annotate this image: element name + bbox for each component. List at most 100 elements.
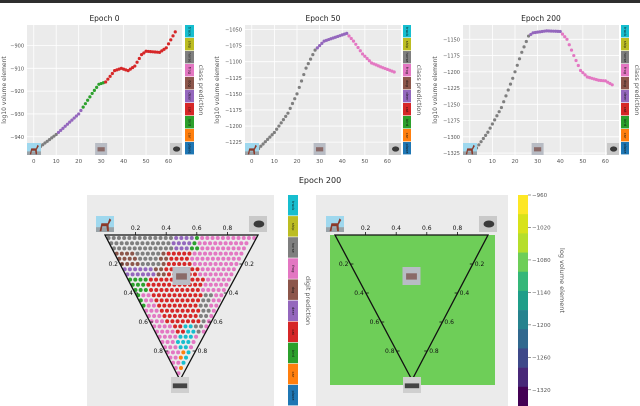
tick-label-right: 0.2 [475, 261, 485, 268]
grid-point-horse [151, 251, 156, 256]
grid-point-cat [162, 303, 167, 308]
grid-point-frog [203, 251, 208, 256]
grid-point-frog [209, 303, 214, 308]
grid-point-frog [206, 288, 211, 292]
grid-point-horse [158, 236, 163, 240]
grid-point-deer [189, 236, 194, 240]
y-tick-label: −1175 [443, 54, 460, 60]
grid-point-dog [156, 272, 161, 277]
data-point-horse [508, 82, 513, 86]
grid-point-dog [130, 262, 135, 266]
grid-point-frog [241, 236, 246, 240]
grid-point-frog [202, 241, 207, 246]
grid-point-dog [122, 256, 127, 261]
grid-point-horse [140, 241, 145, 246]
data-point-deer [547, 29, 551, 33]
grid-point-horse [127, 236, 132, 240]
data-point-frog [578, 68, 583, 73]
x-tick-label: 20 [512, 159, 519, 165]
grid-point-cat [180, 319, 185, 324]
y-tick-label: −1225 [225, 140, 242, 146]
grid-point-frog [231, 256, 236, 261]
grid-point-cat [169, 267, 174, 272]
colorbar-swatch-truck [621, 25, 629, 38]
grid-point-frog [226, 277, 231, 282]
grid-point-truck [183, 345, 188, 350]
grid-point-cat [191, 319, 196, 324]
colorbar-label-dog: dog [291, 287, 295, 294]
grid-point-dog [158, 256, 163, 261]
grid-point-frog [151, 303, 156, 308]
data-point-bird [81, 105, 85, 109]
grid-point-bird [194, 236, 199, 240]
grid-point-horse [150, 241, 155, 246]
colorbar-title: digit prediction [304, 276, 312, 325]
grid-point-cat [182, 293, 187, 298]
grid-point-truck [175, 340, 180, 344]
grid-point-truck [186, 340, 191, 344]
data-point-cat [104, 80, 108, 84]
x-tick-label: 60 [165, 159, 172, 165]
grid-point-horse [153, 236, 158, 240]
data-point-horse [488, 126, 492, 130]
grid-point-frog [215, 246, 220, 251]
colorbar-label-ship: ship [291, 223, 295, 231]
grid-point-dog [127, 256, 132, 261]
data-point-cat [164, 46, 168, 50]
grid-point-bird [135, 282, 140, 287]
grid-point-horse [201, 298, 206, 303]
grid-point-frog [226, 267, 231, 272]
grid-point-cat [164, 267, 169, 272]
grid-point-cat [177, 293, 182, 298]
data-point-horse [259, 144, 263, 148]
grid-point-cat [164, 298, 169, 303]
grid-point-horse [198, 303, 203, 308]
grid-point-frog [236, 236, 241, 240]
colorbar-band [518, 214, 528, 234]
data-point-horse [486, 130, 490, 134]
data-point-cat [108, 74, 112, 78]
grid-point-horse [117, 246, 122, 251]
data-point-frog [610, 83, 614, 87]
colorbar-tick-label: −1200 [532, 323, 551, 329]
grid-point-horse [140, 251, 145, 256]
data-point-horse [47, 138, 52, 142]
data-point-horse [526, 34, 531, 38]
grid-point-frog [215, 236, 220, 240]
colorbar-label-truck: truck [623, 27, 627, 37]
grid-point-horse [169, 246, 174, 251]
grid-point-frog [231, 246, 236, 251]
colorbar-band [518, 290, 528, 311]
grid-point-deer [135, 272, 140, 277]
data-point-frog [354, 42, 358, 46]
colorbar-swatch-dog [288, 279, 298, 300]
grid-point-cat [196, 298, 201, 303]
data-point-frog [347, 34, 351, 38]
data-point-cat [169, 38, 173, 42]
tick-label-top: 0.4 [161, 225, 171, 232]
grid-point-deer [133, 267, 138, 272]
grid-point-frog [213, 282, 218, 287]
data-point-cat [173, 30, 177, 34]
colorbar-label-horse: horse [291, 243, 295, 254]
grid-point-cat [166, 262, 171, 266]
horse-thumbnail [96, 216, 114, 232]
frog-thumbnail [389, 143, 401, 155]
data-point-deer [68, 120, 72, 124]
grid-point-cat [149, 288, 154, 292]
grid-point-cat [169, 256, 174, 261]
tick-label-top: 0.6 [192, 225, 202, 232]
grid-point-deer [138, 267, 143, 272]
grid-point-deer [151, 272, 156, 277]
grid-point-deer [174, 246, 179, 251]
y-tick-label: −940 [10, 135, 24, 141]
grid-point-cat [177, 251, 182, 256]
x-tick-label: 10 [489, 159, 496, 165]
grid-point-cat [185, 288, 190, 292]
grid-point-horse [193, 324, 198, 329]
grid-point-cat [196, 319, 201, 324]
grid-point-truck [186, 350, 191, 355]
grid-point-horse [116, 236, 121, 240]
data-point-horse [479, 140, 483, 144]
grid-point-horse [135, 241, 140, 246]
